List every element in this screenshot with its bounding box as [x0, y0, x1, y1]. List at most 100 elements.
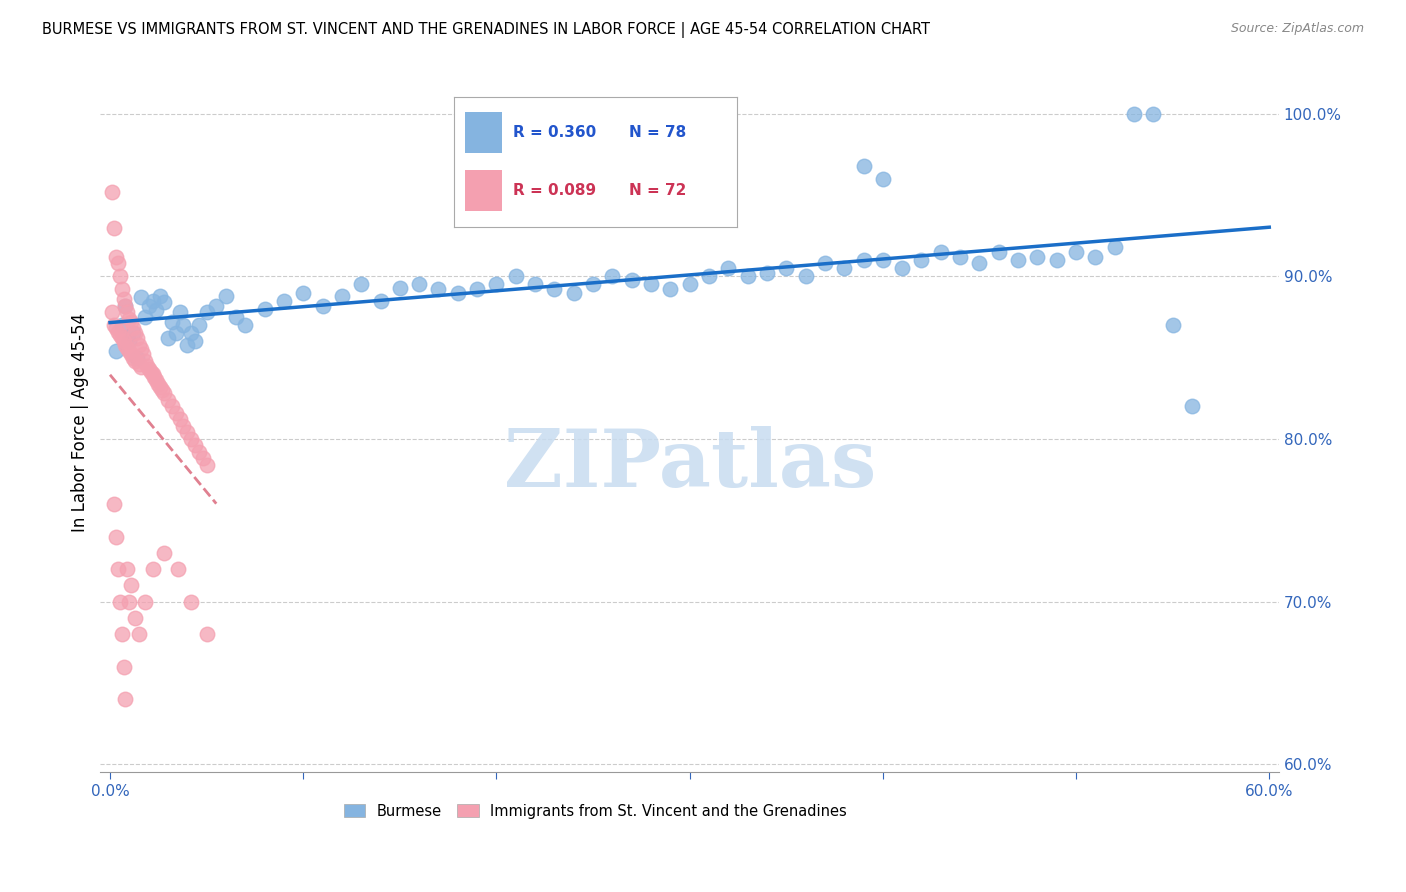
Point [129, 360, 152, 375]
Point [135, 359, 157, 373]
Point [1084, 250, 1107, 264]
Point [620, 272, 643, 286]
Point [114, 299, 136, 313]
Point [180, 594, 202, 608]
Point [112, 334, 135, 349]
Point [122, 326, 145, 341]
Point [165, 326, 187, 341]
Point [350, 277, 373, 292]
Point [138, 362, 160, 376]
Point [180, 326, 202, 341]
Point [117, 305, 139, 319]
Point [166, 562, 188, 576]
Text: Source: ZipAtlas.com: Source: ZipAtlas.com [1230, 22, 1364, 36]
Point [524, 277, 547, 292]
Point [145, 303, 167, 318]
Point [737, 269, 759, 284]
Point [215, 289, 238, 303]
Text: ZIPatlas: ZIPatlas [503, 425, 876, 504]
Point [253, 301, 276, 316]
Point [129, 343, 152, 357]
Point [195, 458, 218, 472]
Point [794, 269, 817, 284]
Point [153, 295, 176, 310]
Point [755, 266, 778, 280]
Point [814, 256, 837, 270]
Point [160, 400, 183, 414]
Point [134, 594, 156, 608]
Point [110, 627, 132, 641]
Point [122, 321, 145, 335]
Point [125, 331, 148, 345]
Y-axis label: In Labor Force | Age 45-54: In Labor Force | Age 45-54 [72, 313, 89, 533]
Point [118, 334, 141, 349]
Point [176, 425, 198, 440]
Point [1161, 318, 1184, 332]
Point [852, 253, 875, 268]
Point [205, 299, 228, 313]
Point [1142, 106, 1164, 120]
Legend: Burmese, Immigrants from St. Vincent and the Grenadines: Burmese, Immigrants from St. Vincent and… [337, 797, 853, 824]
Point [180, 432, 202, 446]
Point [1007, 253, 1029, 268]
Point [108, 594, 131, 608]
Point [134, 310, 156, 324]
Point [872, 171, 894, 186]
Point [717, 261, 740, 276]
Point [172, 318, 194, 332]
Point [138, 299, 160, 313]
Point [891, 261, 914, 276]
Point [176, 337, 198, 351]
Point [110, 282, 132, 296]
Point [929, 244, 952, 259]
Point [156, 392, 179, 407]
Point [148, 376, 170, 391]
Point [112, 292, 135, 306]
Point [160, 315, 183, 329]
Point [120, 315, 142, 329]
Point [187, 445, 209, 459]
Point [1123, 106, 1146, 120]
Point [852, 159, 875, 173]
Point [129, 290, 152, 304]
Point [225, 310, 247, 324]
Point [697, 269, 720, 284]
Point [292, 285, 315, 300]
Point [678, 277, 700, 292]
Point [195, 627, 218, 641]
Point [107, 256, 129, 270]
Point [120, 347, 142, 361]
Point [118, 311, 141, 326]
Point [108, 327, 131, 342]
Point [108, 269, 131, 284]
Point [775, 261, 797, 276]
Point [187, 318, 209, 332]
Point [128, 357, 150, 371]
Point [132, 347, 155, 361]
Point [172, 419, 194, 434]
Point [388, 281, 411, 295]
Point [124, 354, 146, 368]
Point [273, 293, 295, 308]
Point [104, 344, 127, 359]
Point [184, 438, 207, 452]
Point [107, 562, 129, 576]
Point [103, 318, 125, 332]
Point [311, 299, 333, 313]
Point [103, 220, 125, 235]
Point [101, 185, 124, 199]
Point [408, 277, 430, 292]
Point [107, 325, 129, 339]
Point [143, 370, 166, 384]
Point [139, 365, 162, 379]
Point [141, 562, 163, 576]
Point [145, 373, 167, 387]
Point [562, 285, 585, 300]
Point [114, 299, 136, 313]
Point [101, 305, 124, 319]
Point [104, 250, 127, 264]
Point [602, 269, 624, 284]
Point [872, 253, 894, 268]
Point [505, 269, 527, 284]
Point [582, 277, 605, 292]
